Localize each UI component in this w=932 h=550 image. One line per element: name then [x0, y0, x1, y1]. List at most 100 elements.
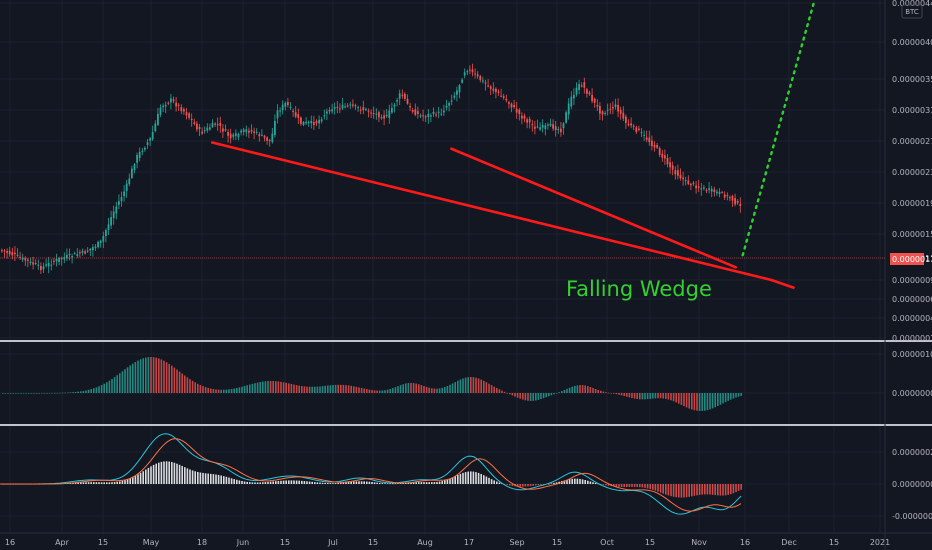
hist-bar-276 — [719, 393, 722, 405]
candle-body-102 — [266, 137, 268, 141]
wedge-lower-extension — [770, 278, 795, 289]
hist-bar-165 — [431, 388, 433, 393]
hist-bar-27 — [72, 392, 74, 393]
hist-bar-100 — [262, 381, 264, 393]
macd-bar-180 — [470, 471, 472, 484]
candle-body-253 — [658, 148, 661, 155]
hist-bar-88 — [230, 388, 233, 393]
candle-body-69 — [180, 107, 183, 112]
candle-body-128 — [333, 106, 336, 109]
hist-bar-21 — [56, 392, 59, 394]
hist-bar-0 — [2, 392, 4, 394]
hist-bar-229 — [597, 389, 599, 393]
candle-body-154 — [401, 95, 404, 97]
candle-body-132 — [344, 106, 346, 108]
price-tick-10: 0.00000065 — [892, 295, 932, 304]
candle-body-186 — [484, 82, 487, 84]
candle-body-249 — [648, 137, 651, 143]
hist-bar-104 — [272, 381, 274, 393]
macd-bar-54 — [142, 471, 144, 484]
macd-bar-213 — [555, 482, 558, 484]
candle-body-100 — [261, 134, 263, 136]
hist-bar-200 — [522, 393, 524, 400]
hist-bar-18 — [48, 392, 51, 394]
candle-body-199 — [518, 109, 521, 114]
macd-bar-165 — [431, 482, 433, 484]
price-tick-4: 0.00000270 — [892, 137, 932, 146]
candle-body-2 — [6, 251, 8, 253]
candle-body-157 — [409, 105, 411, 108]
candle-body-36 — [94, 246, 97, 248]
candle-layer[interactable] — [1, 63, 742, 275]
hist-bar-166 — [433, 388, 436, 393]
hist-bar-136 — [355, 386, 358, 393]
candle-body-145 — [378, 112, 380, 118]
candle-body-259 — [674, 170, 677, 175]
candle-body-13 — [34, 262, 37, 264]
hist-bar-47 — [124, 369, 126, 393]
candle-body-167 — [435, 114, 437, 116]
hist-bar-243 — [633, 393, 636, 399]
macd-bar-103 — [269, 481, 272, 484]
macd-bar-177 — [462, 472, 464, 484]
candle-body-227 — [591, 94, 593, 102]
macd-bar-47 — [124, 480, 126, 484]
currency-badge[interactable]: BTC — [901, 4, 923, 19]
macd-bar-65 — [171, 462, 173, 484]
candle-body-112 — [292, 110, 294, 112]
hist-bar-9 — [25, 392, 27, 394]
macd-bar-264 — [688, 484, 690, 497]
macd-bar-68 — [178, 464, 181, 484]
hist-bar-184 — [480, 379, 482, 393]
time-tick-3: May — [143, 538, 160, 547]
macd-bar-282 — [735, 484, 737, 493]
hist-bar-259 — [675, 393, 677, 403]
candle-body-275 — [716, 191, 718, 194]
macd-line — [0, 433, 742, 515]
macd-bar-278 — [724, 484, 727, 496]
hist-bar-241 — [628, 393, 631, 398]
hist-bar-178 — [464, 377, 467, 393]
hist-bar-189 — [493, 386, 495, 393]
macd-bar-250 — [652, 484, 654, 490]
candle-body-149 — [388, 110, 391, 119]
macd-bar-247 — [644, 484, 646, 488]
candle-body-105 — [274, 120, 276, 136]
time-axis[interactable]: 16 Apr 15 May 18 Jun 15 Jul 15 Aug 17 Sep 15 Oct 15 Nov… — [5, 538, 890, 547]
time-tick-7: Jul — [327, 538, 338, 547]
macd-bar-109 — [285, 480, 287, 484]
macd-bar-188 — [490, 479, 493, 484]
candle-body-20 — [53, 260, 55, 262]
hist-bar-43 — [113, 377, 116, 393]
candle-body-122 — [318, 119, 320, 124]
candle-body-242 — [630, 123, 632, 126]
candle-body-218 — [567, 103, 570, 115]
macd-bar-78 — [204, 473, 207, 484]
candle-body-158 — [411, 110, 414, 112]
hist-bar-74 — [194, 382, 196, 393]
hist-bar-135 — [353, 386, 355, 393]
hist-bar-12 — [33, 392, 35, 394]
price-tick-9: 0.00000090 — [892, 276, 932, 285]
hist-bar-274 — [714, 393, 716, 408]
macd-bar-266 — [693, 484, 696, 496]
candle-body-76 — [198, 127, 201, 130]
candle-body-170 — [443, 110, 445, 113]
hist-bar-153 — [399, 385, 402, 393]
hist-bar-213 — [555, 393, 558, 394]
macd-bar-237 — [618, 484, 620, 487]
candle-body-197 — [513, 105, 515, 108]
macd-bar-159 — [415, 482, 417, 484]
macd-bar-111 — [290, 480, 293, 484]
hist-bar-278 — [724, 393, 727, 403]
time-tick-10: 17 — [464, 538, 474, 547]
hist-bar-233 — [607, 392, 610, 394]
price-axis[interactable]: 0.00000440 0.00000400 0.00000350 0.00000310… — [892, 0, 932, 521]
candle-body-169 — [440, 113, 443, 115]
hist-bar-120 — [314, 386, 316, 393]
candle-body-89 — [232, 134, 235, 137]
hist-bar-97 — [254, 383, 256, 393]
candle-body-96 — [250, 129, 253, 132]
candle-body-274 — [713, 189, 716, 192]
macd-bar-272 — [709, 484, 711, 495]
